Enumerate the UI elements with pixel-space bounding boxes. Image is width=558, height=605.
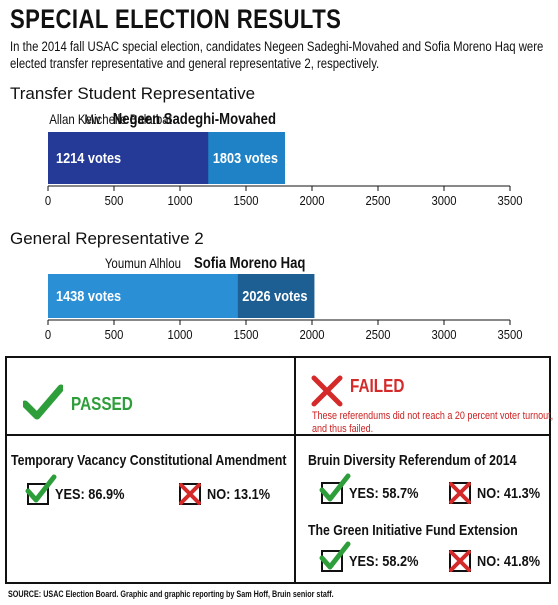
x-box-icon — [448, 482, 471, 504]
tick-label: 1500 — [234, 327, 259, 342]
no-percent: NO: 41.3% — [476, 484, 540, 502]
passed-label: PASSED — [71, 394, 133, 414]
no-result: NO: 41.8% — [448, 550, 551, 572]
chart2-title: General Representative 2 — [10, 229, 204, 248]
tick-label: 3000 — [432, 193, 457, 208]
page-title: SPECIAL ELECTION RESULTS — [10, 4, 342, 34]
candidate-name: Negeen Sadeghi-Movahed — [113, 111, 276, 128]
no-result: NO: 41.3% — [448, 482, 551, 504]
yes-percent: YES: 58.2% — [349, 552, 419, 570]
yes-result: YES: 86.9% — [25, 474, 137, 505]
yes-percent: YES: 58.7% — [349, 484, 419, 502]
tick-label: 2000 — [300, 193, 325, 208]
no-percent: NO: 13.1% — [206, 485, 270, 503]
yes-result: YES: 58.7% — [319, 473, 431, 504]
tick-label: 2000 — [300, 327, 325, 342]
x-mark-icon — [311, 375, 343, 407]
bar-segment — [48, 132, 209, 184]
transfer-rep-chart: Negeen Sadeghi-Movahed 1803 votes Allan Ke… — [45, 111, 523, 208]
measure-name: Temporary Vacancy Constitutional Amendme… — [11, 452, 287, 469]
failed-note: These referendums did not reach a 20 per… — [312, 410, 554, 435]
tick-label: 0 — [45, 327, 52, 342]
no-percent: NO: 41.8% — [476, 552, 540, 570]
source-credit: SOURCE: USAC Election Board. Graphic and… — [8, 589, 334, 599]
vote-row: YES: 86.9% NO: 13.1% — [25, 474, 299, 505]
tick-label: 1000 — [168, 193, 193, 208]
tick-label: 500 — [105, 327, 124, 342]
yes-percent: YES: 86.9% — [55, 485, 125, 503]
checked-box-icon — [319, 541, 351, 572]
candidate-name: Youmun Alhlou — [105, 255, 181, 271]
vote-label: 1214 votes — [56, 149, 121, 166]
candidate-name: Michelle Balatbat — [84, 111, 172, 127]
vote-row: YES: 58.2% NO: 41.8% — [319, 541, 558, 572]
tick-label: 3500 — [498, 327, 523, 342]
checked-box-icon — [25, 474, 57, 505]
tick-label: 2500 — [366, 193, 391, 208]
tick-label: 0 — [45, 193, 52, 208]
column-divider — [294, 358, 296, 582]
measure-name: Bruin Diversity Referendum of 2014 — [308, 452, 517, 469]
vote-row: YES: 58.7% NO: 41.3% — [319, 473, 558, 504]
vote-label: 1803 votes — [213, 149, 278, 166]
referendum-results: PASSED FAILED These referendums did not … — [5, 356, 553, 584]
candidate-name: Sofia Moreno Haq — [194, 255, 305, 272]
measure-name: The Green Initiative Fund Extension — [308, 522, 518, 539]
no-result: NO: 13.1% — [178, 483, 281, 505]
x-box-icon — [178, 483, 201, 505]
general-rep-chart: Sofia Moreno Haq 2026 votes Youmun Alhlou 1… — [45, 255, 523, 342]
checked-box-icon — [319, 473, 351, 504]
vote-label: 1438 votes — [56, 287, 121, 304]
tick-label: 500 — [105, 193, 124, 208]
chart1-title: Transfer Student Representative — [10, 84, 256, 103]
failed-label: FAILED — [350, 376, 405, 396]
intro-text: In the 2014 fall USAC special election, … — [10, 39, 544, 71]
bar-segment — [48, 274, 238, 318]
tick-label: 3000 — [432, 327, 457, 342]
tick-label: 2500 — [366, 327, 391, 342]
tick-label: 3500 — [498, 193, 523, 208]
candidate-name: Allan Kew — [49, 111, 101, 127]
row-divider — [7, 434, 549, 436]
yes-result: YES: 58.2% — [319, 541, 431, 572]
x-box-icon — [448, 550, 471, 572]
vote-label: 2026 votes — [242, 287, 307, 304]
tick-label: 1000 — [168, 327, 193, 342]
check-icon — [23, 384, 63, 420]
tick-label: 1500 — [234, 193, 259, 208]
